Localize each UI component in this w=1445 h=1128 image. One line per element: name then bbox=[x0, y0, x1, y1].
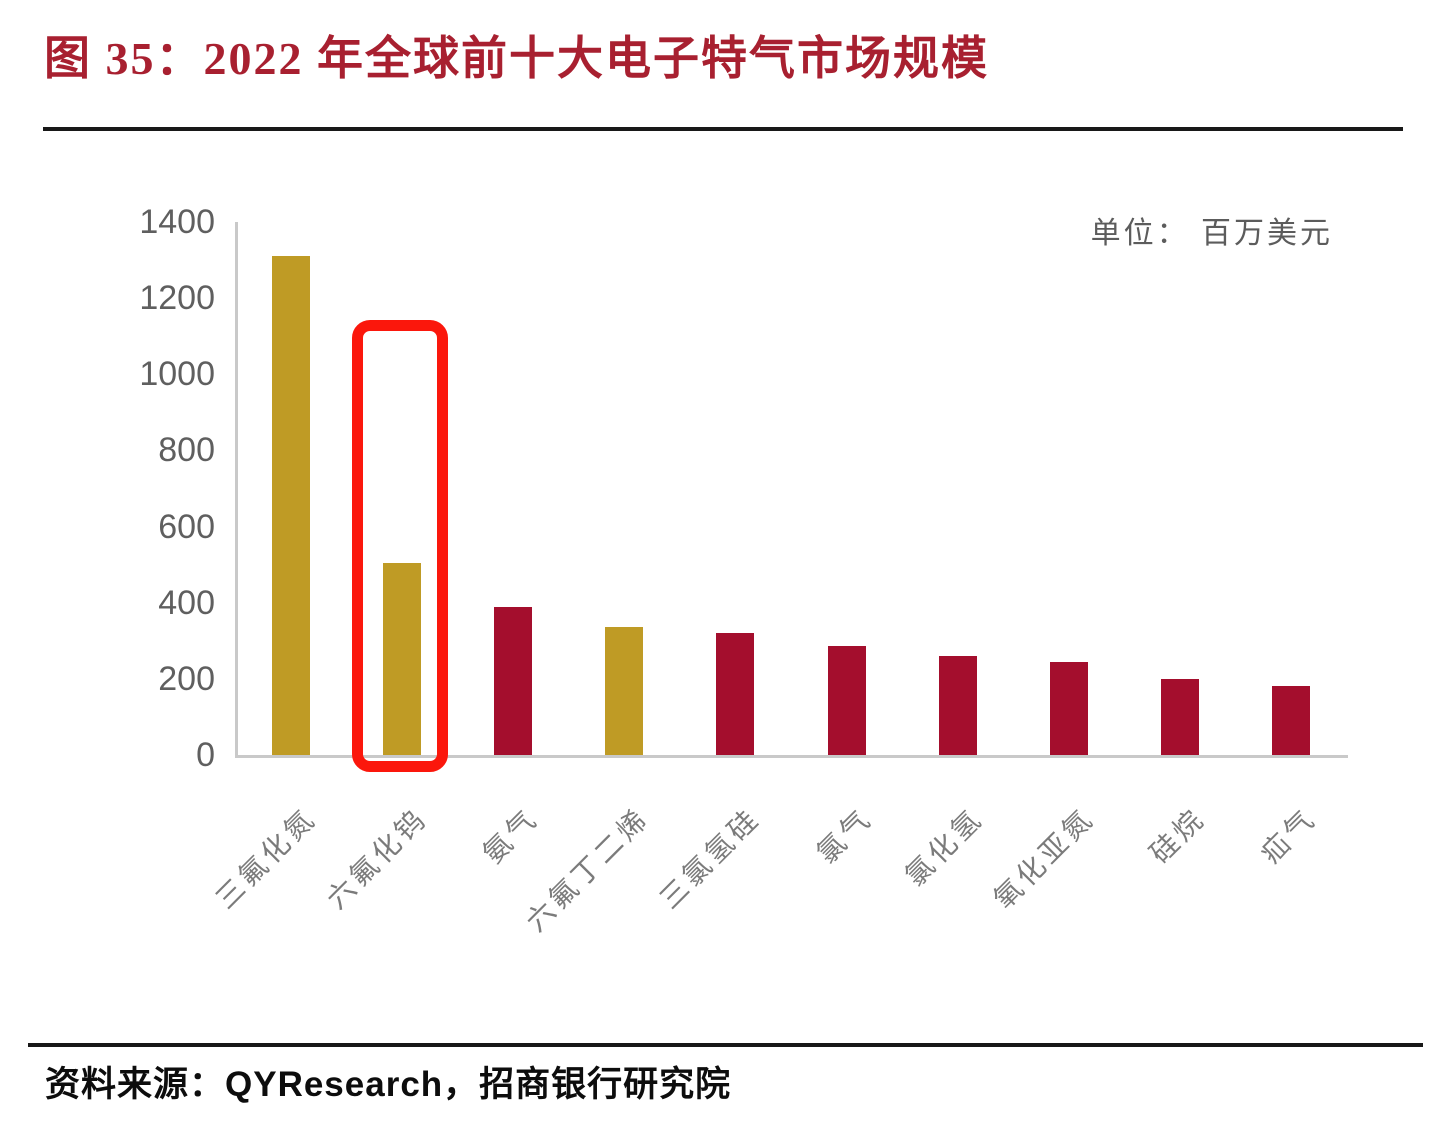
y-tick-1000: 1000 bbox=[139, 355, 215, 393]
unit-label: 单位： 百万美元 bbox=[1090, 217, 1333, 250]
y-tick-400: 400 bbox=[158, 584, 215, 622]
y-tick-1200: 1200 bbox=[139, 279, 215, 317]
bar-疝气 bbox=[1272, 686, 1310, 755]
bar-六氟丁二烯 bbox=[605, 627, 643, 755]
bar-chart-plot-area bbox=[235, 222, 1348, 758]
bar-氯气 bbox=[828, 646, 866, 755]
bar-六氟化钨 bbox=[383, 563, 421, 755]
y-tick-1400: 1400 bbox=[139, 203, 215, 241]
bottom-divider-line bbox=[28, 1043, 1423, 1047]
top-divider-line bbox=[43, 127, 1403, 131]
x-label-氧化亚氮: 氧化亚氮 bbox=[987, 802, 1101, 915]
bar-三氟化氮 bbox=[272, 256, 310, 755]
x-label-三氯氢硅: 三氯氢硅 bbox=[653, 802, 767, 915]
y-tick-200: 200 bbox=[158, 660, 215, 698]
bar-氯化氢 bbox=[939, 656, 977, 755]
y-tick-600: 600 bbox=[158, 508, 215, 546]
bar-硅烷 bbox=[1161, 679, 1199, 755]
x-label-氯化氢: 氯化氢 bbox=[899, 802, 990, 893]
source-attribution: 资料来源：QYResearch，招商银行研究院 bbox=[45, 1065, 732, 1104]
x-label-氯气: 氯气 bbox=[810, 802, 879, 870]
bar-三氯氢硅 bbox=[716, 633, 754, 755]
x-label-疝气: 疝气 bbox=[1254, 802, 1323, 870]
y-tick-800: 800 bbox=[158, 431, 215, 469]
highlight-box bbox=[352, 320, 448, 772]
x-label-氨气: 氨气 bbox=[476, 802, 545, 870]
x-label-硅烷: 硅烷 bbox=[1143, 802, 1212, 870]
bar-氨气 bbox=[494, 607, 532, 755]
y-tick-0: 0 bbox=[196, 736, 215, 774]
figure-title: 图 35：2022 年全球前十大电子特气市场规模 bbox=[44, 33, 989, 84]
bar-氧化亚氮 bbox=[1050, 662, 1088, 755]
x-label-六氟化钨: 六氟化钨 bbox=[320, 802, 434, 915]
x-label-三氟化氮: 三氟化氮 bbox=[209, 802, 323, 915]
